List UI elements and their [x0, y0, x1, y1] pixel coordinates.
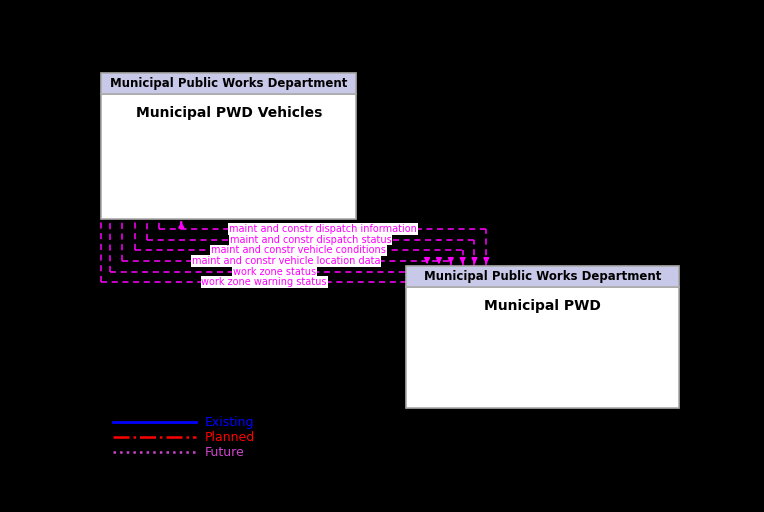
Text: work zone status: work zone status [233, 267, 316, 276]
Bar [102, 94, 356, 219]
Text: maint and constr vehicle conditions: maint and constr vehicle conditions [211, 245, 386, 255]
Bar [406, 266, 678, 287]
Text: Future: Future [205, 445, 244, 459]
Text: maint and constr dispatch status: maint and constr dispatch status [230, 234, 392, 245]
Text: work zone warning status: work zone warning status [202, 277, 327, 287]
Text: Municipal PWD: Municipal PWD [484, 299, 601, 313]
Bar [406, 287, 678, 409]
Bar [102, 73, 356, 94]
Text: Municipal PWD Vehicles: Municipal PWD Vehicles [135, 105, 322, 120]
Text: Municipal Public Works Department: Municipal Public Works Department [424, 270, 661, 283]
Text: maint and constr dispatch information: maint and constr dispatch information [229, 224, 417, 234]
Text: Planned: Planned [205, 431, 255, 444]
Text: Existing: Existing [205, 416, 254, 429]
Text: maint and constr vehicle location data: maint and constr vehicle location data [193, 256, 380, 266]
Text: Municipal Public Works Department: Municipal Public Works Department [110, 77, 348, 90]
